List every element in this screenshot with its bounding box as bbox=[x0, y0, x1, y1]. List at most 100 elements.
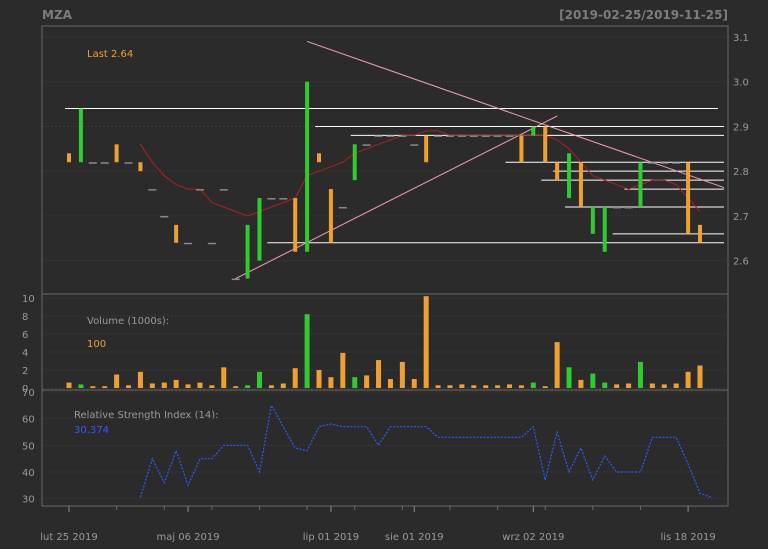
volume-bar bbox=[495, 385, 501, 388]
price-candle bbox=[114, 144, 119, 163]
chart-symbol-title: MZA bbox=[42, 8, 73, 22]
price-candle bbox=[293, 198, 298, 252]
volume-panel-border bbox=[41, 293, 729, 391]
volume-bar bbox=[399, 361, 405, 388]
rsi-tick-label: 70 bbox=[22, 388, 35, 399]
volume-bar bbox=[221, 367, 227, 388]
volume-bar bbox=[685, 371, 691, 388]
price-candle bbox=[138, 162, 143, 172]
volume-bar bbox=[90, 386, 96, 388]
rsi-label: Relative Strength Index (14): bbox=[74, 410, 219, 421]
price-candle bbox=[386, 135, 395, 137]
volume-bar bbox=[387, 379, 393, 388]
price-candle bbox=[567, 153, 572, 199]
x-axis-label: wrz 02 2019 bbox=[502, 532, 564, 543]
volume-bar bbox=[435, 385, 441, 388]
price-candle bbox=[195, 189, 204, 191]
trendline bbox=[235, 115, 558, 280]
price-candle bbox=[317, 153, 322, 163]
volume-bar bbox=[626, 383, 632, 388]
x-axis-label: lip 01 2019 bbox=[303, 532, 359, 543]
price-tick-label: 2.6 bbox=[733, 257, 749, 268]
price-candle bbox=[602, 206, 607, 252]
price-candle bbox=[78, 108, 83, 163]
price-candle bbox=[519, 135, 524, 163]
x-axis-label: sie 01 2019 bbox=[385, 532, 444, 543]
rsi-tick-label: 50 bbox=[22, 441, 35, 452]
price-candle bbox=[124, 162, 133, 164]
volume-bar bbox=[471, 385, 477, 388]
x-axis-label: lis 18 2019 bbox=[660, 532, 715, 543]
volume-bar bbox=[126, 385, 132, 388]
price-candle bbox=[434, 135, 443, 137]
volume-bar bbox=[149, 383, 155, 388]
price-tick-label: 2.9 bbox=[733, 122, 749, 133]
price-candle bbox=[410, 144, 419, 146]
rsi-line bbox=[139, 403, 713, 499]
price-tick-label: 3.0 bbox=[733, 78, 749, 89]
volume-bar bbox=[483, 385, 489, 388]
price-candle bbox=[698, 224, 702, 243]
volume-bar bbox=[114, 374, 120, 388]
price-candle bbox=[469, 135, 478, 137]
volume-bar bbox=[602, 382, 608, 388]
price-candle bbox=[398, 135, 407, 137]
price-candle bbox=[338, 206, 347, 209]
volume-tick-label: 6 bbox=[22, 330, 28, 341]
x-axis-label: maj 06 2019 bbox=[156, 532, 219, 543]
volume-bar bbox=[649, 383, 655, 388]
volume-tick-label: 2 bbox=[22, 366, 28, 377]
x-axis-label: lut 25 2019 bbox=[40, 532, 98, 543]
moving-average-line bbox=[139, 130, 701, 217]
price-candle bbox=[88, 162, 97, 164]
volume-bar bbox=[590, 373, 596, 388]
rsi-tick-label: 40 bbox=[22, 468, 35, 479]
volume-bar bbox=[280, 383, 286, 388]
volume-bar bbox=[209, 385, 215, 388]
price-candle bbox=[424, 135, 429, 163]
price-candle bbox=[207, 242, 216, 245]
price-candle bbox=[481, 135, 490, 137]
price-candle bbox=[305, 81, 310, 252]
price-candle bbox=[352, 144, 357, 181]
price-candle bbox=[174, 224, 179, 243]
price-candle bbox=[445, 135, 454, 137]
rsi-panel: Relative Strength Index (14): 30.374 30 4… bbox=[22, 388, 729, 507]
price-candle bbox=[578, 162, 583, 207]
price-tick-label: 2.7 bbox=[733, 212, 749, 223]
trendline bbox=[306, 40, 725, 189]
volume-panel: Volume (1000s): 100 0 2 4 6 8 10 bbox=[22, 293, 729, 395]
volume-bar bbox=[423, 296, 429, 388]
price-candle bbox=[160, 215, 169, 218]
volume-bar bbox=[78, 384, 84, 388]
volume-bar bbox=[459, 384, 465, 388]
volume-bar bbox=[256, 371, 262, 388]
price-candle bbox=[660, 162, 669, 164]
volume-bar bbox=[268, 385, 274, 388]
volume-bar bbox=[316, 370, 322, 388]
volume-bar bbox=[197, 382, 203, 388]
price-candle bbox=[219, 189, 228, 191]
volume-bar bbox=[530, 382, 536, 388]
volume-bar bbox=[697, 365, 703, 388]
price-tick-label: 2.8 bbox=[733, 167, 749, 178]
price-candle bbox=[362, 144, 371, 146]
volume-bar bbox=[352, 377, 358, 388]
volume-bar bbox=[364, 375, 370, 388]
price-candle bbox=[67, 153, 71, 163]
price-candle bbox=[279, 198, 288, 200]
price-candle bbox=[686, 162, 691, 234]
volume-bar bbox=[566, 367, 572, 388]
volume-tick-label: 0 bbox=[22, 384, 28, 395]
price-candle bbox=[184, 242, 193, 245]
volume-bar bbox=[554, 342, 560, 388]
rsi-tick-label: 60 bbox=[22, 415, 35, 426]
price-candle bbox=[245, 224, 250, 279]
volume-bar bbox=[185, 384, 191, 388]
volume-bar bbox=[614, 384, 620, 388]
price-panel-border bbox=[41, 25, 729, 295]
volume-bar bbox=[447, 385, 453, 388]
rsi-panel-border bbox=[41, 389, 729, 507]
price-candle bbox=[100, 162, 109, 164]
